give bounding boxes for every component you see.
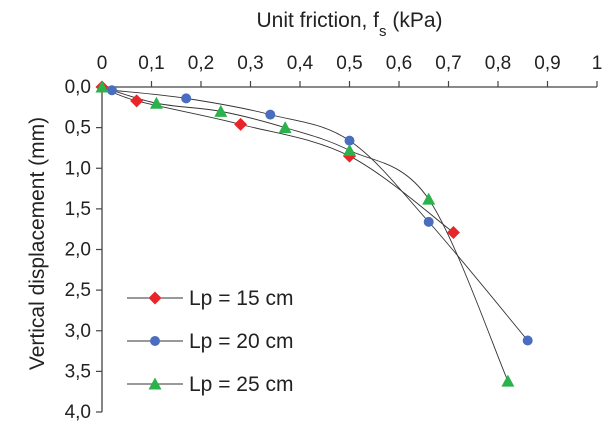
data-point [522, 335, 533, 346]
x-tick-label: 0,2 [188, 53, 214, 74]
y-tick-label: 0,5 [65, 118, 91, 139]
legend-label: Lp = 25 cm [189, 373, 293, 396]
data-point [422, 192, 436, 205]
x-tick-label: 0,4 [287, 53, 314, 74]
y-tick-label: 3,5 [65, 361, 91, 382]
x-tick-label: 0,7 [435, 53, 461, 74]
axis-titles: Unit friction, fs (kPa) Vertical displac… [26, 9, 443, 370]
data-point [149, 96, 163, 109]
legend-marker [148, 291, 162, 305]
data-point [214, 104, 228, 117]
series-line [111, 89, 529, 341]
y-tick-label: 2,5 [65, 280, 91, 301]
legend: Lp = 15 cm Lp = 20 cm Lp = 25 cm [127, 287, 293, 396]
data-point [181, 93, 192, 104]
x-tick-label: 0 [97, 53, 108, 74]
x-tick-label: 0,8 [485, 53, 511, 74]
data-point [501, 374, 515, 387]
y-tick-label: 3,0 [65, 321, 91, 342]
x-tick-label: 0,6 [386, 53, 412, 74]
data-point [343, 143, 356, 156]
data-markers [95, 80, 533, 387]
x-tick-label: 0,3 [237, 53, 263, 74]
legend-marker [148, 377, 162, 390]
x-axis-title: Unit friction, fs (kPa) [256, 9, 442, 40]
x-tick-label: 1 [592, 53, 603, 74]
y-axis-title: Vertical displacement (mm) [26, 117, 49, 370]
data-point [344, 135, 355, 146]
y-tick-label: 1,5 [65, 199, 91, 220]
data-point [130, 94, 144, 108]
data-point [234, 117, 248, 131]
series-line [101, 86, 509, 382]
data-point [446, 225, 460, 239]
y-tick-label: 1,0 [65, 158, 91, 179]
data-point [423, 216, 434, 227]
data-point [278, 121, 292, 134]
data-point [106, 85, 117, 96]
y-tick-label: 2,0 [65, 240, 91, 261]
legend-marker [150, 336, 160, 346]
y-tick-label: 4,0 [65, 402, 91, 423]
x-tick-label: 0,1 [138, 53, 164, 74]
x-tick-label: 0,5 [336, 53, 362, 74]
series-line [101, 86, 454, 233]
data-point [265, 109, 276, 120]
legend-label: Lp = 20 cm [189, 330, 293, 353]
data-point [95, 80, 109, 93]
y-tick-label: 0,0 [65, 77, 91, 98]
x-tick-label: 0,9 [534, 53, 560, 74]
fitted-curves [101, 86, 529, 382]
axes: 0 0,1 0,2 0,3 0,4 0,5 0,6 0,7 0,8 0,9 1 0,0 0,5 1,0 1,… [65, 53, 603, 423]
legend-label: Lp = 15 cm [189, 287, 293, 310]
